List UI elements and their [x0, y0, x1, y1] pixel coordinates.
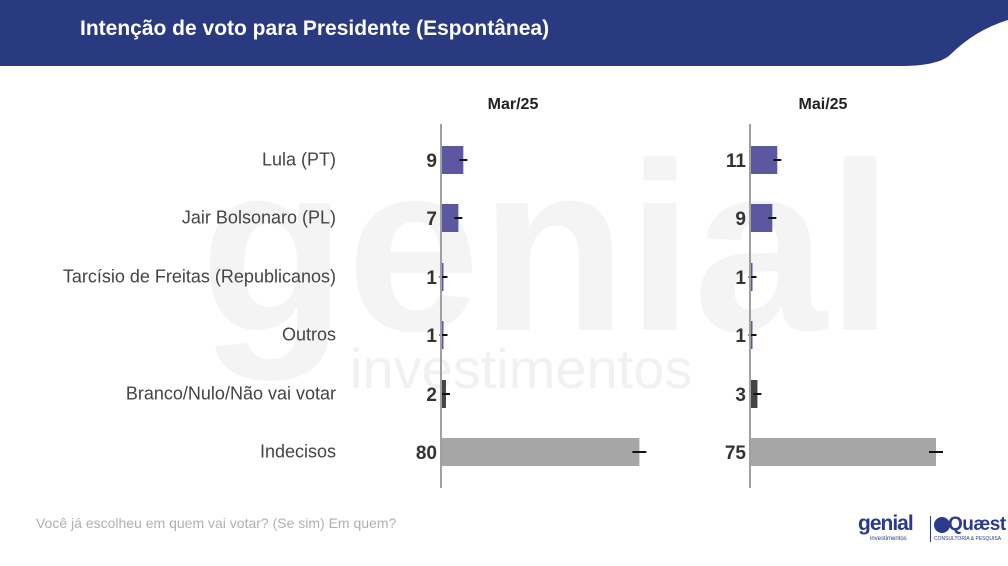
value-label-1-5: 2 [426, 385, 437, 406]
category-label-indecisos: Indecisos [259, 441, 336, 462]
bar-1-1 [441, 146, 464, 174]
genial-logo: genial [858, 512, 914, 535]
bar-2-2 [750, 204, 773, 232]
value-label-1-2: 7 [426, 209, 437, 230]
category-label-bolsonaro: Jair Bolsonaro (PL) [181, 207, 336, 228]
footnote-question: Você já escolheu em quem vai votar? (Se … [36, 515, 397, 531]
category-label-branco: Branco/Nulo/Não vai votar [125, 383, 336, 404]
header-banner: Intenção de voto para Presidente (Espont… [0, 0, 1008, 66]
header-shape [0, 0, 1008, 66]
value-label-2-1: 11 [726, 151, 747, 172]
category-label-outros: Outros [281, 324, 336, 345]
bar-1-2 [441, 204, 459, 232]
logo-divider [930, 516, 931, 542]
bar-2-1 [750, 146, 778, 174]
value-label-1-1: 9 [426, 151, 437, 172]
value-label-1-6: 80 [416, 443, 437, 464]
value-label-2-6: 75 [725, 443, 747, 464]
value-label-2-4: 1 [735, 326, 746, 347]
value-label-2-2: 9 [735, 209, 746, 230]
category-label-tarcisio: Tarcísio de Freitas (Republicanos) [62, 266, 336, 287]
bar-1-6 [441, 438, 640, 466]
quaest-logo: Quæst [948, 514, 1006, 535]
quaest-logo-sub: CONSULTORIA & PESQUISA [934, 536, 1002, 542]
logos: genial investimentos Quæst CONSULTORIA &… [856, 512, 1006, 548]
value-label-1-4: 1 [426, 326, 437, 347]
category-label-lula: Lula (PT) [261, 149, 336, 170]
value-label-1-3: 1 [426, 268, 437, 289]
quaest-logo-icon [934, 517, 950, 533]
value-label-2-5: 3 [735, 385, 746, 406]
page-title: Intenção de voto para Presidente (Espont… [80, 17, 550, 40]
period-label-2: Mai/25 [798, 96, 848, 113]
value-label-2-3: 1 [735, 268, 746, 289]
genial-logo-sub: investimentos [870, 536, 907, 542]
period-label-1: Mar/25 [487, 96, 539, 113]
bar-2-6 [750, 438, 936, 466]
